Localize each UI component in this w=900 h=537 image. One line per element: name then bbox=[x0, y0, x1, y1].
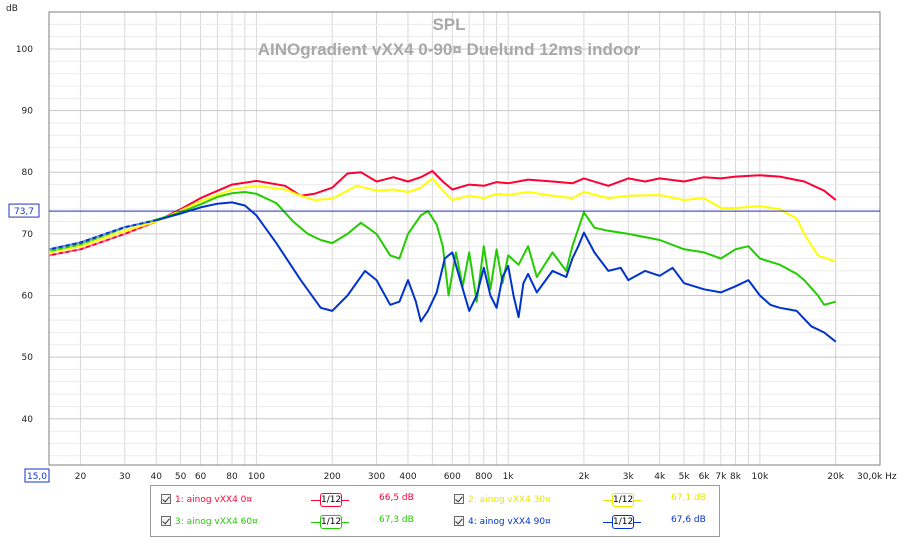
x-tick-label: 400 bbox=[399, 472, 416, 482]
smoothing-3-button[interactable]: 1/12 bbox=[311, 515, 349, 529]
series-lines bbox=[48, 170, 880, 343]
legend: 1: ainog vXX4 0¤ 1/12 66,5 dB 2: ainog v… bbox=[150, 485, 720, 537]
legend-label-4: 4: ainog vXX4 90¤ bbox=[468, 517, 551, 527]
series-3-line bbox=[48, 191, 836, 306]
smoothing-3-label: 1/12 bbox=[320, 515, 342, 529]
x-tick-label: 40 bbox=[151, 472, 163, 482]
series-3-dash bbox=[48, 218, 157, 253]
legend-value-3: 67,3 dB bbox=[379, 515, 414, 525]
x-tick-label: 30,0k Hz bbox=[857, 472, 897, 482]
series-4-checkbox[interactable] bbox=[454, 516, 464, 526]
series-1-line bbox=[48, 170, 837, 257]
cursor-label: 73,7 bbox=[14, 207, 34, 217]
grid-lines bbox=[48, 11, 881, 466]
x-tick-label: 60 bbox=[195, 472, 207, 482]
smoothing-4-button[interactable]: 1/12 bbox=[603, 515, 641, 529]
cursor-label-box bbox=[8, 203, 40, 218]
x-tick-label: 10k bbox=[752, 472, 769, 482]
legend-value-4: 67,6 dB bbox=[671, 515, 706, 525]
y-tick-label: 70 bbox=[22, 230, 34, 240]
x-tick-label: 200 bbox=[324, 472, 341, 482]
x-tick-label: 4k bbox=[654, 472, 666, 482]
x-tick-label: 1k bbox=[503, 472, 515, 482]
x-tick-label: 50 bbox=[175, 472, 187, 482]
y-tick-label: 50 bbox=[22, 353, 34, 363]
smoothing-4-label: 1/12 bbox=[612, 515, 634, 529]
y-axis-unit: dB bbox=[6, 4, 18, 14]
legend-label-1: 1: ainog vXX4 0¤ bbox=[175, 495, 253, 505]
x-tick-label: 2k bbox=[578, 472, 590, 482]
y-tick-label: 100 bbox=[16, 45, 33, 55]
smoothing-1-label: 1/12 bbox=[320, 493, 342, 507]
plot-area bbox=[49, 12, 880, 465]
x-tick-label: 100 bbox=[248, 472, 265, 482]
chart-title: SPL bbox=[432, 15, 465, 34]
series-1-checkbox[interactable] bbox=[161, 494, 171, 504]
smoothing-2-label: 1/12 bbox=[612, 493, 634, 507]
x-tick-label: 7k bbox=[715, 472, 727, 482]
legend-value-2: 67,1 dB bbox=[671, 493, 706, 503]
series-2-checkbox[interactable] bbox=[454, 494, 464, 504]
x-tick-label: 300 bbox=[368, 472, 385, 482]
y-tick-label: 60 bbox=[22, 292, 34, 302]
x-tick-label: 80 bbox=[226, 472, 238, 482]
y-tick-label: 90 bbox=[22, 107, 34, 117]
x-tick-label: 8k bbox=[730, 472, 742, 482]
x-tick-label: 20k bbox=[827, 472, 844, 482]
series-4-dash bbox=[48, 219, 157, 251]
series-3-checkbox[interactable] bbox=[161, 516, 171, 526]
legend-label-3: 3: ainog vXX4 60¤ bbox=[175, 517, 258, 527]
legend-label-2: 2: ainog vXX4 30¤ bbox=[468, 495, 551, 505]
smoothing-1-button[interactable]: 1/12 bbox=[311, 493, 349, 507]
x-tick-label: 20 bbox=[75, 472, 87, 482]
x-start-label: 15,0 bbox=[27, 472, 47, 482]
y-tick-label: 80 bbox=[22, 168, 34, 178]
series-4-line bbox=[48, 201, 837, 343]
x-start-box bbox=[24, 468, 50, 483]
x-tick-label: 3k bbox=[623, 472, 635, 482]
legend-value-1: 66,5 dB bbox=[379, 493, 414, 503]
chart-subtitle: AINOgradient vXX4 0-90¤ Duelund 12ms ind… bbox=[258, 40, 641, 59]
axis-labels: 40 50 60 70 80 90 100 20 30 40 50 60 80 100 200 300 400 6… bbox=[8, 45, 897, 483]
x-tick-label: 6k bbox=[699, 472, 711, 482]
plot-frame bbox=[48, 11, 881, 466]
series-2-line bbox=[48, 177, 837, 263]
x-tick-label: 30 bbox=[119, 472, 131, 482]
y-tick-label: 40 bbox=[22, 415, 34, 425]
series-1-dash bbox=[48, 220, 157, 257]
x-tick-label: 5k bbox=[679, 472, 691, 482]
x-tick-label: 600 bbox=[444, 472, 461, 482]
smoothing-2-button[interactable]: 1/12 bbox=[603, 493, 641, 507]
x-tick-label: 800 bbox=[475, 472, 492, 482]
